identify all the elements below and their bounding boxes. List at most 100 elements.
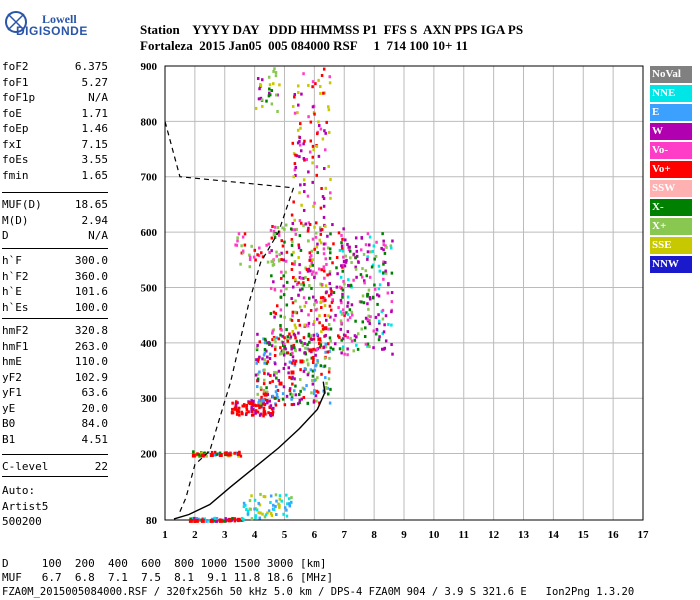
echo-point — [256, 253, 259, 257]
echo-point — [381, 232, 384, 236]
echo-point — [283, 336, 286, 340]
echo-point — [356, 347, 360, 351]
echo-point — [355, 275, 358, 279]
echo-point — [243, 243, 247, 247]
echo-point — [321, 327, 325, 331]
echo-point — [382, 330, 386, 334]
echo-point — [252, 399, 255, 403]
echo-point — [319, 343, 323, 347]
echo-point — [298, 263, 301, 267]
echo-point — [254, 409, 258, 413]
echo-point — [306, 343, 309, 347]
echo-point — [271, 329, 275, 333]
echo-point — [305, 358, 309, 362]
echo-point — [366, 255, 369, 259]
echo-point — [342, 263, 345, 267]
echo-point — [290, 403, 294, 407]
echo-point — [276, 110, 279, 114]
echo-point — [282, 349, 285, 353]
echo-point — [311, 237, 315, 241]
echo-point — [360, 327, 363, 331]
echo-point — [275, 336, 278, 340]
echo-point — [328, 401, 332, 405]
trace-point — [194, 518, 199, 523]
echo-point — [288, 332, 291, 336]
echo-point — [277, 378, 281, 382]
param-label: fxI — [2, 137, 22, 151]
echo-point — [241, 235, 245, 239]
echo-point — [249, 507, 252, 511]
echo-point — [276, 226, 280, 230]
echo-point — [271, 331, 274, 335]
echo-point — [303, 351, 306, 355]
echo-point — [236, 236, 239, 240]
echo-point — [298, 348, 302, 352]
echo-point — [350, 303, 354, 307]
echo-point — [382, 262, 385, 266]
echo-point — [330, 300, 334, 304]
echo-point — [304, 346, 307, 350]
echo-point — [253, 498, 257, 502]
echo-point — [327, 342, 330, 346]
echo-point — [298, 401, 301, 405]
echo-point — [328, 356, 331, 360]
echo-point — [341, 249, 345, 253]
echo-point — [271, 224, 274, 228]
echo-point — [234, 400, 238, 404]
echo-point — [260, 98, 264, 102]
echo-point — [254, 106, 258, 110]
echo-point — [300, 203, 303, 207]
echo-point — [291, 301, 295, 305]
echo-point — [273, 370, 276, 374]
echo-point — [257, 403, 260, 407]
echo-point — [269, 312, 273, 316]
echo-point — [263, 368, 266, 372]
trace-point — [308, 348, 313, 353]
echo-point — [294, 310, 297, 314]
echo-point — [304, 275, 307, 279]
echo-point — [268, 381, 272, 385]
echo-point — [308, 251, 312, 255]
echo-point — [293, 111, 297, 115]
echo-point — [297, 256, 300, 260]
echo-point — [292, 359, 295, 363]
echo-point — [342, 280, 345, 284]
echo-point — [327, 164, 330, 168]
echo-point — [344, 238, 347, 242]
x-tick-label: 8 — [371, 529, 377, 541]
echo-point — [268, 93, 272, 97]
echo-point — [363, 335, 367, 339]
echo-point — [269, 511, 273, 515]
echo-point — [319, 127, 323, 131]
echo-point — [298, 143, 302, 147]
echo-point — [297, 293, 300, 297]
echo-point — [270, 249, 273, 253]
echo-point — [350, 339, 354, 343]
echo-point — [288, 389, 292, 393]
echo-point — [256, 372, 260, 376]
echo-point — [298, 139, 301, 143]
echo-point — [319, 301, 322, 305]
echo-point — [272, 406, 275, 410]
echo-point — [348, 245, 351, 249]
echo-point — [213, 450, 217, 454]
echo-point — [333, 342, 337, 346]
echo-point — [263, 337, 267, 341]
echo-point — [287, 366, 290, 370]
echo-point — [331, 347, 335, 351]
y-tick-label: 800 — [141, 116, 158, 128]
echo-point — [390, 342, 393, 346]
echo-point — [373, 257, 376, 261]
echo-point — [318, 321, 321, 325]
echo-point — [267, 75, 271, 79]
echo-point — [272, 507, 276, 511]
echo-point — [248, 255, 252, 259]
param-row: foEs 3.55 — [2, 153, 108, 167]
echo-point — [261, 357, 264, 361]
echo-point — [323, 356, 327, 360]
echo-point — [291, 285, 295, 289]
echo-point — [377, 319, 381, 323]
echo-point — [318, 401, 321, 405]
header-values: Fortaleza 2015 Jan05 005 084000 RSF 1 71… — [140, 38, 468, 53]
auto-scaling-line2: Artist5 — [2, 499, 49, 513]
